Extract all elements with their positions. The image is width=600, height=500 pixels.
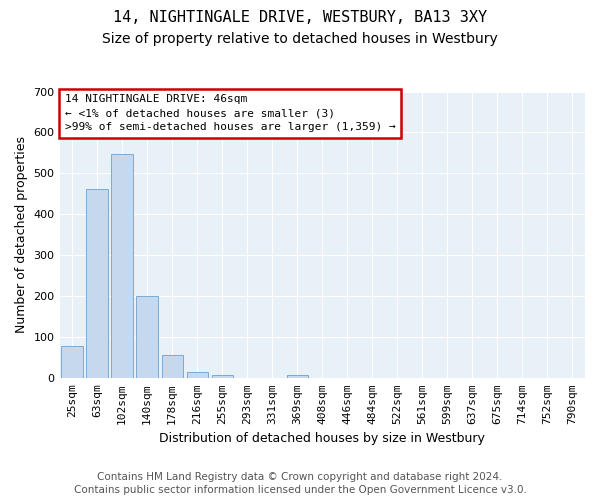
Bar [212,376,233,378]
Text: Size of property relative to detached houses in Westbury: Size of property relative to detached ho… [102,32,498,46]
Bar [61,346,83,378]
Y-axis label: Number of detached properties: Number of detached properties [15,136,28,334]
Bar [187,372,208,378]
X-axis label: Distribution of detached houses by size in Westbury: Distribution of detached houses by size … [160,432,485,445]
Text: Contains HM Land Registry data © Crown copyright and database right 2024.
Contai: Contains HM Land Registry data © Crown c… [74,472,526,495]
Text: 14 NIGHTINGALE DRIVE: 46sqm
← <1% of detached houses are smaller (3)
>99% of sem: 14 NIGHTINGALE DRIVE: 46sqm ← <1% of det… [65,94,395,132]
Bar [136,296,158,378]
Bar [161,355,183,378]
Bar [287,376,308,378]
Text: 14, NIGHTINGALE DRIVE, WESTBURY, BA13 3XY: 14, NIGHTINGALE DRIVE, WESTBURY, BA13 3X… [113,10,487,25]
Bar [86,189,108,378]
Bar [112,154,133,378]
